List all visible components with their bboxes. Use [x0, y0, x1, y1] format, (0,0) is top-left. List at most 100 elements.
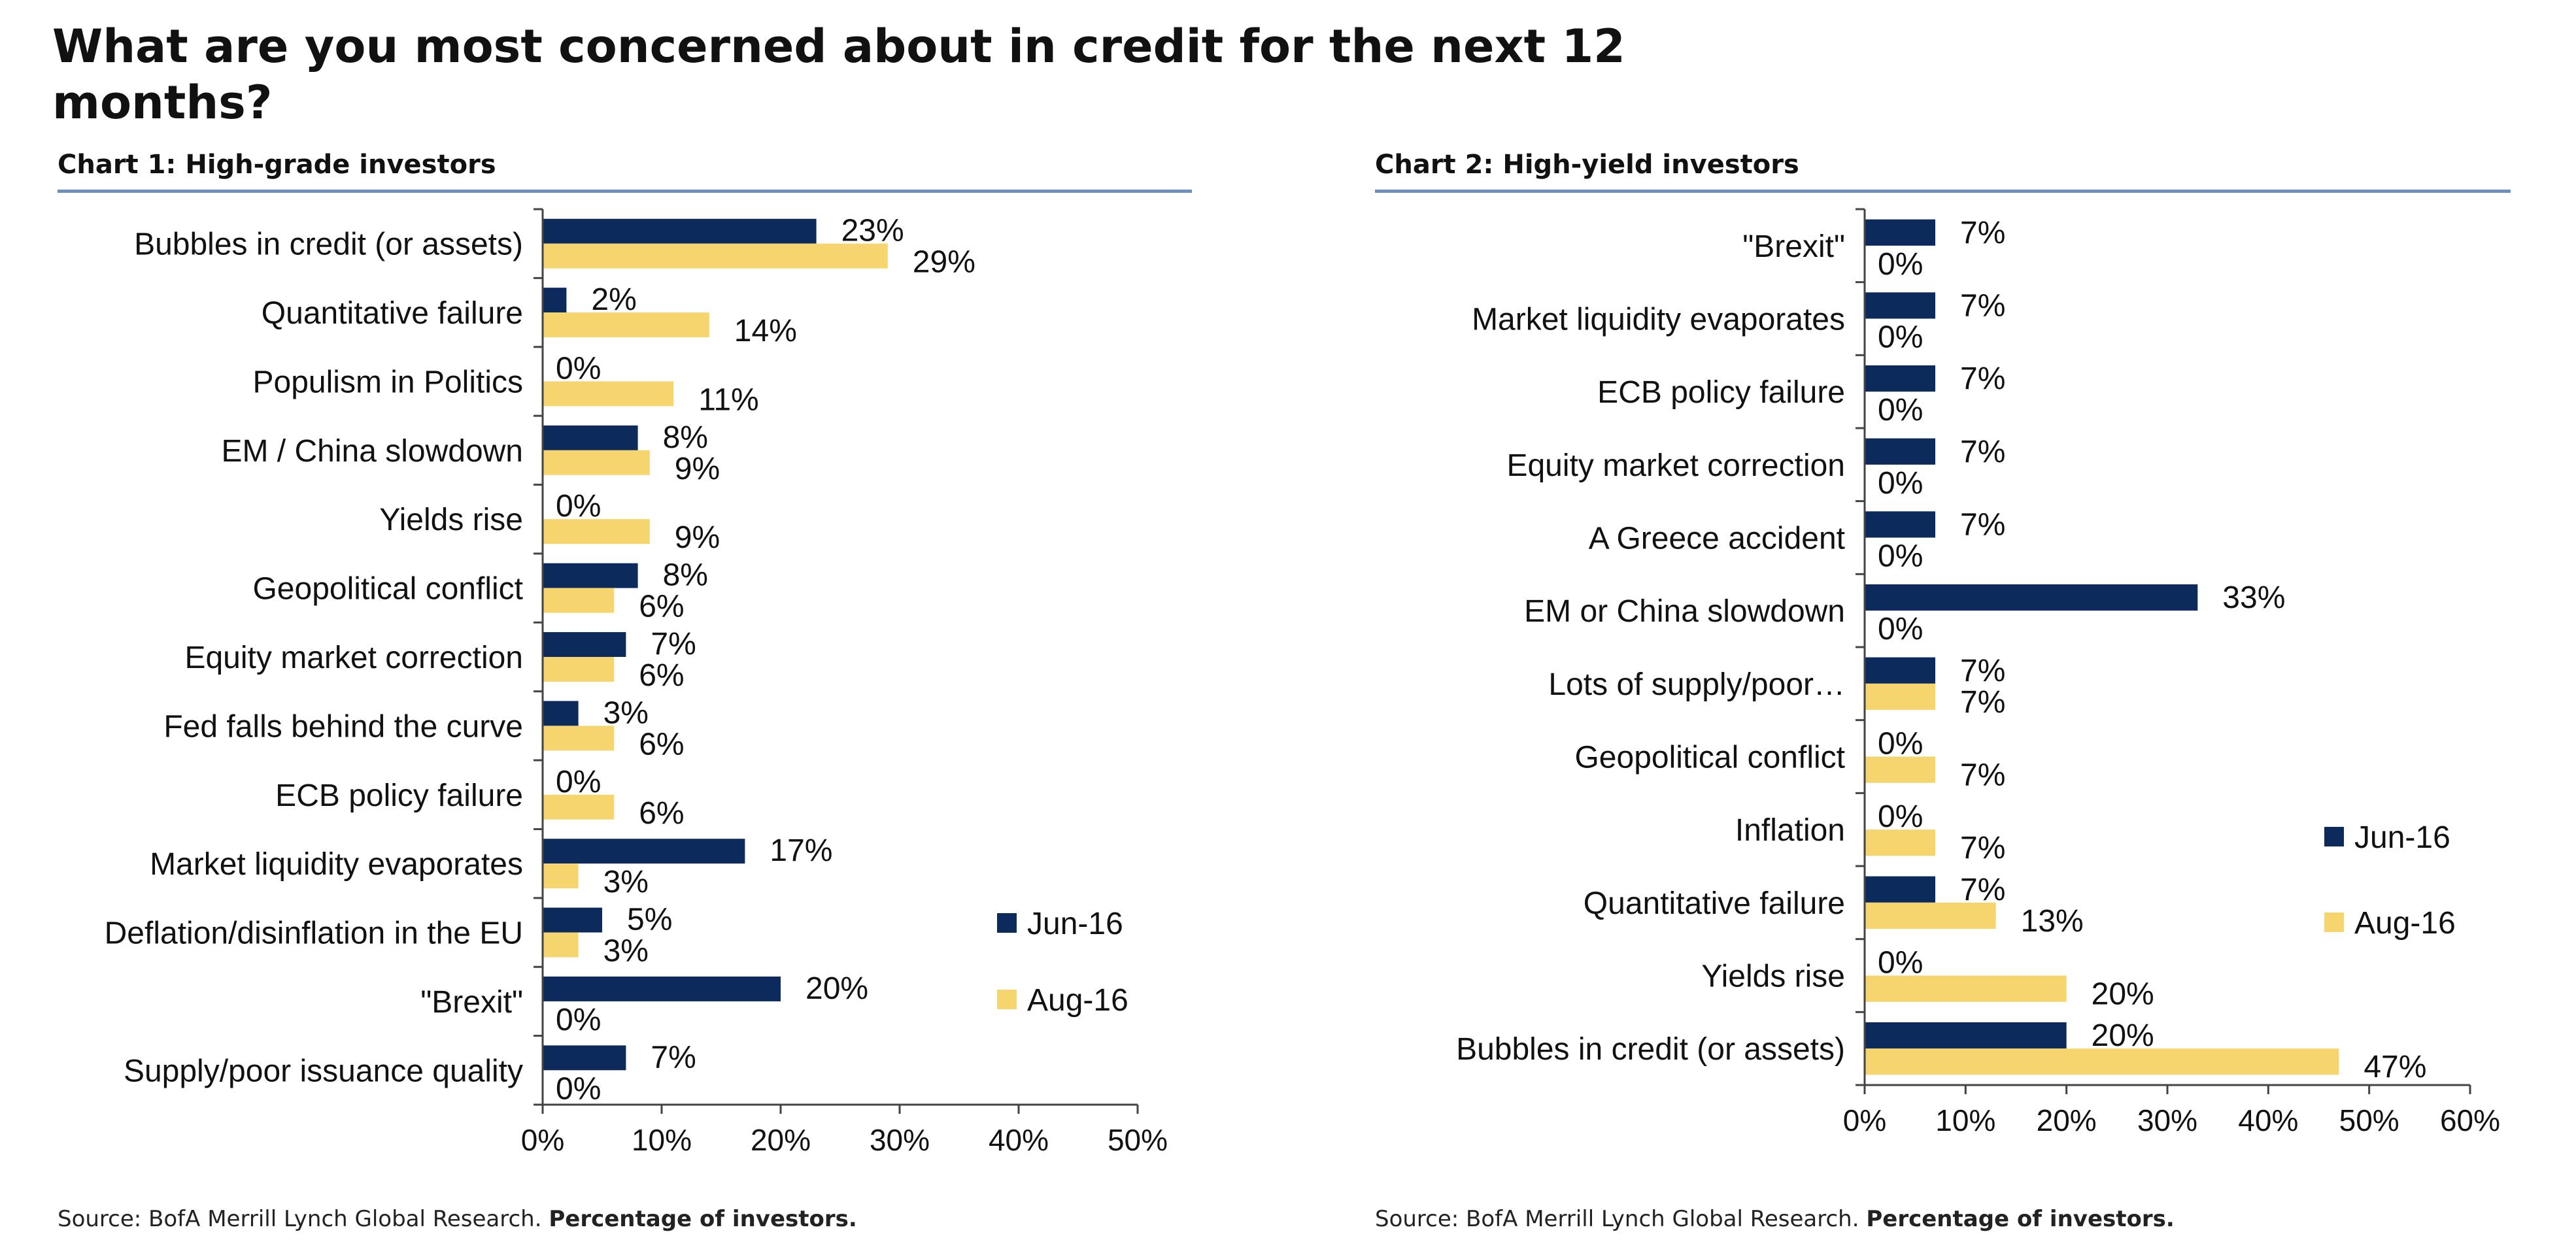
bar-jun-16 — [543, 563, 638, 588]
chart-2-title: Chart 2: High-yield investors — [1375, 145, 2511, 193]
category-label: Market liquidity evaporates — [150, 847, 523, 882]
data-label: 7% — [651, 627, 696, 661]
category-label: Bubbles in credit (or assets) — [134, 227, 523, 262]
bar-aug-16 — [543, 932, 579, 958]
data-label: 8% — [663, 558, 708, 593]
x-tick-label: 50% — [1108, 1123, 1168, 1157]
category-label: ECB policy failure — [275, 778, 523, 813]
bar-aug-16 — [1865, 975, 2067, 1002]
data-label: 9% — [675, 452, 720, 486]
category-label: Yields rise — [379, 503, 523, 537]
data-label: 2% — [591, 282, 636, 317]
legend-label-aug-16: Aug-16 — [2354, 906, 2456, 941]
data-label: 9% — [675, 520, 720, 555]
bar-aug-16 — [1865, 756, 1936, 783]
page-title: What are you most concerned about in cre… — [52, 20, 1625, 129]
x-tick-label: 30% — [870, 1123, 930, 1157]
data-label: 47% — [2364, 1050, 2426, 1084]
data-label: 0% — [1878, 799, 1923, 834]
data-label: 6% — [639, 658, 684, 693]
data-label: 0% — [1878, 393, 1923, 427]
x-tick-label: 20% — [2037, 1103, 2097, 1137]
bar-jun-16 — [1865, 876, 1936, 903]
x-tick-label: 10% — [1935, 1103, 1995, 1137]
bar-aug-16 — [543, 863, 579, 889]
bar-aug-16 — [543, 794, 615, 820]
category-label: Fed falls behind the curve — [163, 709, 523, 744]
x-tick-label: 40% — [2238, 1103, 2298, 1137]
category-label: Market liquidity evaporates — [1472, 303, 1845, 337]
data-label: 3% — [603, 934, 649, 969]
bar-jun-16 — [543, 976, 781, 1001]
bar-jun-16 — [543, 425, 638, 450]
bar-jun-16 — [1865, 292, 1936, 319]
bar-jun-16 — [1865, 511, 1936, 538]
data-label: 0% — [556, 1003, 601, 1037]
data-label: 6% — [639, 727, 684, 761]
bar-aug-16 — [543, 312, 709, 338]
category-label: Yields rise — [1701, 960, 1845, 994]
bar-aug-16 — [543, 657, 615, 682]
bar-jun-16 — [543, 1045, 626, 1071]
chart-2-high-yield: 0% 10% 20% 30% 40% 50% 60% "Brexit" 7% 0% Market l… — [1456, 208, 2500, 1137]
bar-jun-16 — [1865, 219, 1936, 246]
bar-jun-16 — [543, 701, 579, 726]
data-label: 17% — [770, 833, 832, 868]
bar-aug-16 — [543, 519, 650, 544]
data-label: 0% — [1878, 727, 1923, 761]
data-label: 29% — [913, 245, 975, 280]
legend-label-aug-16: Aug-16 — [1027, 983, 1128, 1018]
data-label: 23% — [841, 214, 904, 248]
source-emphasis: Percentage of investors. — [1866, 1206, 2175, 1232]
bar-aug-16 — [1865, 902, 1996, 929]
category-label: Quantitative failure — [1584, 886, 1845, 921]
chart-2-source: Source: BofA Merrill Lynch Global Resear… — [1375, 1206, 2175, 1232]
data-label: 7% — [1960, 758, 2005, 793]
x-tick-label: 50% — [2339, 1103, 2399, 1137]
data-label: 13% — [2021, 904, 2084, 939]
data-label: 7% — [1960, 831, 2005, 865]
data-label: 8% — [663, 420, 708, 455]
bar-jun-16 — [543, 907, 602, 933]
x-tick-label: 30% — [2137, 1103, 2197, 1137]
data-label: 14% — [734, 314, 797, 348]
x-tick-label: 20% — [751, 1123, 811, 1157]
category-label: EM / China slowdown — [221, 434, 523, 469]
bar-aug-16 — [543, 588, 615, 613]
data-label: 33% — [2222, 580, 2285, 615]
data-label: 7% — [651, 1040, 696, 1075]
data-label: 3% — [603, 865, 649, 899]
bar-jun-16 — [1865, 657, 1936, 684]
category-label: A Greece accident — [1589, 522, 1845, 556]
bar-jun-16 — [1865, 438, 1936, 465]
category-label: Equity market correction — [184, 641, 523, 675]
data-label: 0% — [1878, 247, 1923, 282]
category-label: EM or China slowdown — [1524, 594, 1845, 629]
data-label: 20% — [2092, 1018, 2154, 1053]
data-label: 0% — [556, 351, 601, 386]
x-tick-label: 10% — [632, 1123, 692, 1157]
bar-aug-16 — [543, 450, 650, 475]
category-label: "Brexit" — [1742, 229, 1845, 264]
data-label: 6% — [639, 796, 684, 831]
x-tick-label: 40% — [989, 1123, 1049, 1157]
data-label: 5% — [627, 903, 672, 937]
data-label: 7% — [1960, 435, 2005, 469]
source-prefix: Source: BofA Merrill Lynch Global Resear… — [1375, 1206, 1859, 1232]
bar-jun-16 — [543, 288, 567, 313]
category-label: Populism in Politics — [253, 365, 523, 399]
chart-1-title: Chart 1: High-grade investors — [58, 145, 1192, 193]
category-label: Equity market correction — [1506, 448, 1845, 483]
category-label: Geopolitical conflict — [252, 572, 523, 607]
data-label: 7% — [1960, 508, 2005, 543]
data-label: 3% — [603, 695, 649, 730]
category-label: Inflation — [1735, 813, 1845, 848]
bar-aug-16 — [1865, 829, 1936, 856]
bar-aug-16 — [543, 726, 615, 751]
category-label: "Brexit" — [420, 985, 523, 1020]
bar-aug-16 — [1865, 1048, 2339, 1075]
category-label: Bubbles in credit (or assets) — [1456, 1032, 1845, 1067]
legend-swatch-aug-16 — [2324, 912, 2344, 932]
data-label: 7% — [1960, 873, 2005, 907]
data-label: 7% — [1960, 289, 2005, 324]
